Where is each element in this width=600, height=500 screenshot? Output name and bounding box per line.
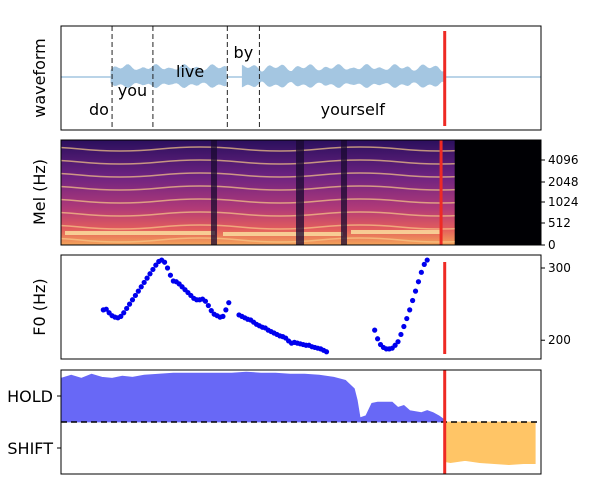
shift-area	[444, 421, 536, 466]
f0-point	[205, 302, 211, 309]
f0-point	[164, 265, 171, 271]
turn-axes-frame	[60, 369, 542, 475]
f0-point	[121, 310, 127, 316]
f0-point	[135, 288, 141, 294]
f0-point	[421, 261, 427, 267]
mel-fundamental-band	[351, 230, 441, 234]
f0-point	[412, 288, 419, 294]
f0-point	[372, 327, 378, 333]
waveform-speech-segment	[110, 64, 227, 88]
f0-point	[226, 300, 232, 306]
f0-point	[126, 301, 133, 307]
mel-fundamental-band	[223, 232, 343, 236]
f0-point	[323, 349, 330, 355]
f0-point	[410, 297, 416, 304]
f0-point	[138, 284, 144, 290]
word-label: you	[118, 81, 147, 100]
f0-ytick-label: 200	[548, 333, 571, 347]
f0-point	[144, 275, 150, 281]
f0-point	[141, 279, 147, 286]
mel-ytick-label: 2048	[548, 175, 579, 189]
mel-ytick-label: 512	[548, 216, 571, 230]
mel-harmonics	[61, 140, 455, 245]
mel-gap	[341, 140, 347, 245]
f0-point	[418, 269, 424, 275]
f0-point	[404, 315, 410, 322]
f0-point	[103, 306, 109, 312]
word-label: by	[234, 43, 254, 62]
f0-point	[118, 313, 124, 319]
mel-ytick-label: 1024	[548, 195, 579, 209]
f0-point	[167, 272, 174, 278]
f0-point	[153, 262, 159, 268]
mel-ytick-label: 4096	[548, 153, 579, 167]
f0-point	[407, 307, 413, 313]
turn-ytick-label: HOLD	[7, 387, 53, 406]
f0-point	[401, 323, 407, 330]
f0-point	[147, 271, 153, 277]
f0-axes-frame	[60, 254, 542, 360]
f0-panel: F0 (Hz) 200 300	[30, 254, 571, 360]
f0-point	[129, 297, 136, 303]
f0-ytick-label: 300	[548, 261, 571, 275]
mel-axes-frame	[60, 139, 542, 246]
waveform-speech-segment	[241, 64, 446, 88]
f0-point	[132, 292, 139, 299]
f0-point	[150, 266, 156, 273]
mel-ylabel: Mel (Hz)	[30, 159, 49, 225]
waveform-axes-frame	[60, 25, 542, 131]
f0-point	[223, 307, 229, 313]
f0-point	[124, 305, 130, 312]
f0-point	[220, 313, 226, 319]
f0-point	[374, 336, 381, 342]
f0-point	[398, 331, 404, 338]
word-label: do	[89, 100, 109, 119]
word-label: yourself	[321, 100, 386, 119]
f0-point	[208, 308, 214, 314]
f0-point	[424, 257, 430, 263]
waveform-ylabel: waveform	[30, 38, 49, 118]
mel-gap	[296, 140, 304, 245]
turn-panel: HOLD SHIFT	[7, 369, 542, 475]
f0-point	[161, 259, 168, 265]
mel-panel: Mel (Hz) 0 512 1024 2048 4096	[30, 139, 579, 252]
f0-ylabel: F0 (Hz)	[30, 278, 49, 335]
hold-area	[61, 371, 446, 423]
f0-point	[395, 339, 401, 345]
f0-point	[392, 342, 398, 348]
mel-ytick-label: 0	[548, 238, 556, 252]
mel-fundamental-band	[65, 231, 215, 235]
mel-gap	[211, 140, 217, 245]
turn-ytick-label: SHIFT	[7, 439, 53, 458]
word-label: live	[176, 62, 204, 81]
f0-point	[415, 279, 422, 285]
f0-point	[202, 298, 209, 304]
